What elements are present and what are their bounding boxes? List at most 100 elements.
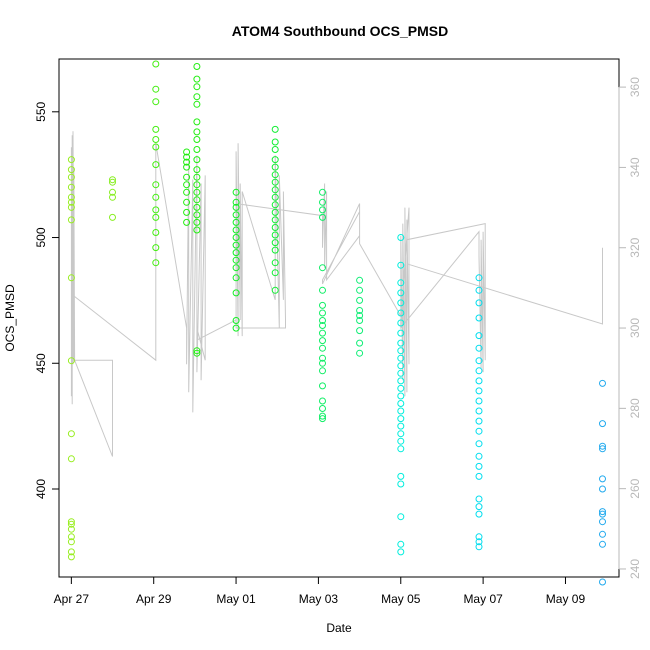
data-point [599,540,606,548]
data-point [271,224,279,231]
data-point [232,234,240,241]
data-point [183,148,191,156]
data-point [475,299,483,307]
data-point [319,198,326,206]
data-point [232,249,240,257]
data-point [319,344,326,352]
data-point [356,349,364,357]
data-point [152,143,160,151]
data-point [183,198,191,206]
data-point [397,472,405,480]
data-point [397,377,405,385]
data-point [599,475,606,483]
data-point [152,60,160,68]
data-point [599,530,606,538]
data-point [67,203,75,211]
data-point [193,196,201,204]
data-point [183,163,191,171]
plot-frame [58,58,620,578]
data-point [152,98,160,106]
x-tick-label: May 03 [299,592,339,606]
data-point [193,181,201,189]
data-point [397,513,405,521]
data-point [271,208,279,216]
data-point [67,183,75,191]
data-point [356,286,364,294]
data-point [397,354,405,362]
data-point [397,319,405,327]
data-point [397,422,405,430]
y2-tick-label: 340 [628,157,642,177]
trace-line [70,131,603,457]
data-point [232,188,240,196]
data-point [475,367,483,375]
data-point [152,259,160,267]
data-point [152,213,160,221]
data-point [67,156,75,164]
data-point [109,178,116,186]
data-point [67,198,75,206]
data-point [397,279,405,287]
data-point [67,193,75,201]
data-point [599,485,606,493]
data-point [319,337,326,345]
y2-tick-label: 260 [628,478,642,498]
points-layer [67,60,606,586]
data-point [475,495,483,503]
data-point [67,455,75,463]
data-point [109,176,116,184]
data-point [271,259,279,267]
data-point [599,510,606,518]
data-point [193,173,201,181]
data-point [271,146,279,153]
data-point [193,100,201,108]
data-point [475,332,483,340]
data-point [232,256,240,264]
data-point [475,538,483,546]
data-point [475,533,483,541]
data-point [271,193,279,201]
data-point [271,286,279,294]
y-tick-label: 500 [34,227,48,247]
data-point [271,156,279,164]
x-tick-label: May 05 [381,592,421,606]
data-point [397,369,405,377]
data-point [356,312,364,319]
y-axis-label: OCS_PMSD [3,284,17,352]
data-point [67,430,75,438]
data-point [599,420,606,428]
data-point [599,379,606,387]
data-point [183,181,191,189]
data-point [397,329,405,337]
data-point [319,415,326,423]
y-tick-label: 550 [34,101,48,121]
data-point [183,208,191,216]
data-point [319,213,326,221]
data-point [397,480,405,488]
data-point [232,198,240,206]
data-point [475,387,483,395]
data-point [319,397,326,405]
data-point [475,397,483,405]
data-point [397,548,405,556]
data-point [319,322,326,329]
data-point [397,430,405,438]
data-point [356,307,364,314]
y-axis-right: 240 260 280 300 320 340 360 [618,77,642,579]
data-point [67,525,75,533]
data-point [397,407,405,415]
data-point [67,357,75,365]
data-point [193,75,201,83]
data-point [599,518,606,526]
data-point [319,405,326,412]
data-point [475,407,483,415]
data-point [397,392,405,400]
data-point [397,347,405,355]
data-point [232,218,240,226]
data-point [475,452,483,460]
data-point [356,339,364,347]
data-point [475,472,483,480]
data-point [193,226,201,234]
data-point [152,136,160,143]
data-point [271,178,279,186]
